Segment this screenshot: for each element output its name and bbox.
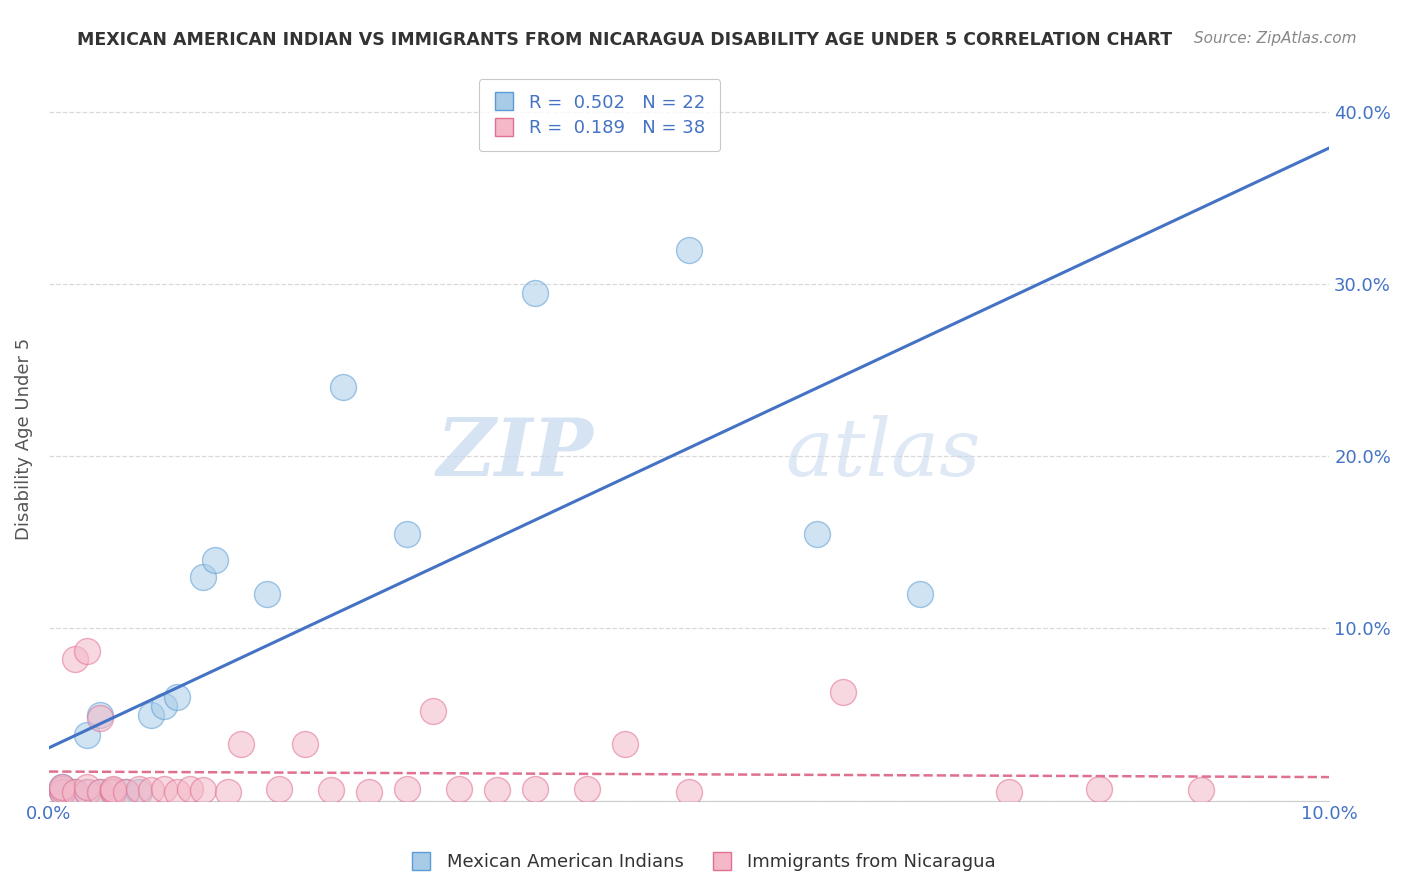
Point	[76, 785, 98, 799]
Point	[1088, 781, 1111, 796]
Point	[128, 785, 150, 799]
Point	[114, 785, 136, 799]
Point	[486, 783, 509, 797]
Point	[153, 698, 176, 713]
Point	[396, 781, 419, 796]
Point	[63, 785, 86, 799]
Point	[806, 526, 828, 541]
Point	[51, 780, 73, 794]
Point	[332, 380, 354, 394]
Point	[678, 785, 700, 799]
Point	[1189, 783, 1212, 797]
Point	[229, 737, 252, 751]
Point	[89, 785, 111, 799]
Text: atlas: atlas	[785, 415, 980, 492]
Point	[76, 728, 98, 742]
Text: Source: ZipAtlas.com: Source: ZipAtlas.com	[1194, 31, 1357, 46]
Point	[89, 711, 111, 725]
Point	[447, 781, 470, 796]
Point	[76, 780, 98, 794]
Point	[678, 243, 700, 257]
Point	[51, 785, 73, 799]
Point	[191, 570, 214, 584]
Point	[396, 526, 419, 541]
Point	[998, 785, 1021, 799]
Point	[76, 785, 98, 799]
Text: MEXICAN AMERICAN INDIAN VS IMMIGRANTS FROM NICARAGUA DISABILITY AGE UNDER 5 CORR: MEXICAN AMERICAN INDIAN VS IMMIGRANTS FR…	[77, 31, 1173, 49]
Point	[153, 781, 176, 796]
Point	[319, 783, 342, 797]
Legend: R =  0.502   N = 22, R =  0.189   N = 38: R = 0.502 N = 22, R = 0.189 N = 38	[479, 79, 720, 152]
Point	[908, 587, 931, 601]
Point	[89, 785, 111, 799]
Y-axis label: Disability Age Under 5: Disability Age Under 5	[15, 338, 32, 541]
Point	[166, 690, 188, 705]
Point	[51, 785, 73, 799]
Point	[204, 552, 226, 566]
Point	[141, 707, 163, 722]
Point	[357, 785, 380, 799]
Point	[89, 707, 111, 722]
Point	[63, 652, 86, 666]
Point	[101, 781, 124, 796]
Point	[294, 737, 316, 751]
Point	[63, 785, 86, 799]
Point	[256, 587, 278, 601]
Point	[524, 285, 547, 300]
Point	[141, 783, 163, 797]
Text: ZIP: ZIP	[436, 415, 593, 492]
Point	[831, 685, 853, 699]
Point	[575, 781, 598, 796]
Point	[76, 644, 98, 658]
Point	[422, 704, 444, 718]
Point	[114, 785, 136, 799]
Point	[166, 785, 188, 799]
Point	[179, 781, 201, 796]
Point	[524, 781, 547, 796]
Point	[51, 780, 73, 794]
Point	[101, 785, 124, 799]
Point	[101, 785, 124, 799]
Point	[217, 785, 239, 799]
Point	[101, 783, 124, 797]
Point	[269, 781, 291, 796]
Point	[51, 781, 73, 796]
Point	[614, 737, 637, 751]
Point	[191, 783, 214, 797]
Legend: Mexican American Indians, Immigrants from Nicaragua: Mexican American Indians, Immigrants fro…	[404, 847, 1002, 879]
Point	[128, 781, 150, 796]
